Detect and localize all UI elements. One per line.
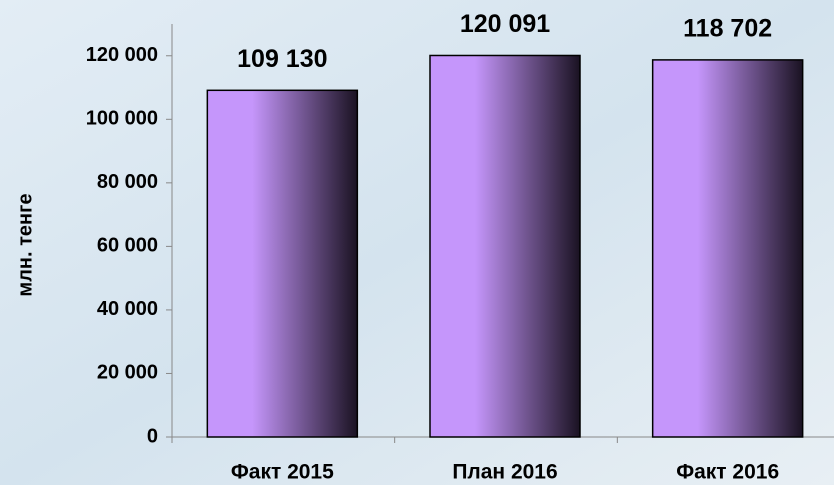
x-tick-label: Факт 2016 xyxy=(676,461,779,484)
bar xyxy=(651,59,804,438)
value-label: 109 130 xyxy=(237,45,327,73)
y-axis-label: млн. тенге xyxy=(14,193,36,296)
y-tick-label: 20 000 xyxy=(97,362,158,384)
value-label: 118 702 xyxy=(683,15,772,43)
y-tick-label: 40 000 xyxy=(97,298,158,320)
x-tick-label: План 2016 xyxy=(452,461,557,484)
y-tick-label: 60 000 xyxy=(97,235,158,257)
value-label: 120 091 xyxy=(460,10,550,38)
y-tick-label: 100 000 xyxy=(86,108,158,130)
bar xyxy=(206,89,359,438)
y-tick-label: 0 xyxy=(147,425,158,447)
x-tick-label: Факт 2015 xyxy=(231,461,334,484)
bar xyxy=(429,54,581,438)
y-tick-label: 120 000 xyxy=(86,44,158,66)
y-tick-label: 80 000 xyxy=(97,171,158,193)
